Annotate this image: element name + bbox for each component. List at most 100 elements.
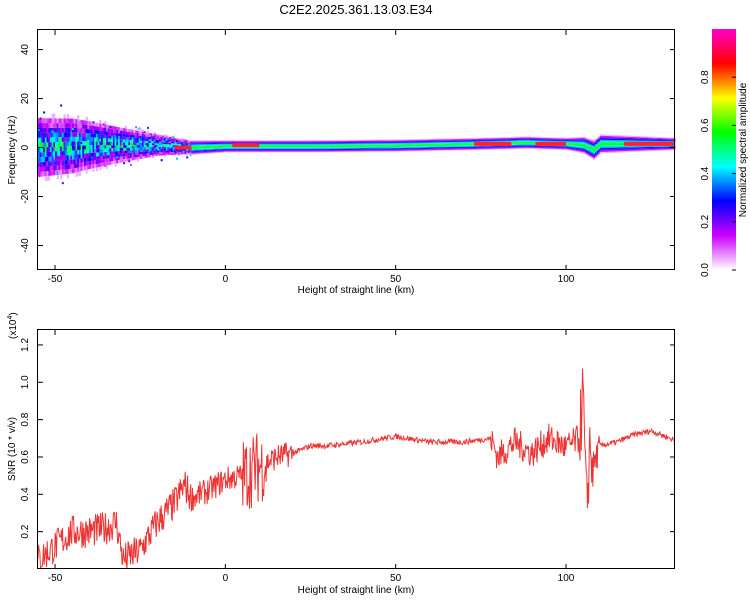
heatmap-cell (118, 127, 121, 131)
heatmap-cell (579, 151, 582, 153)
heatmap-cell (276, 149, 279, 151)
heatmap-cell (295, 143, 298, 145)
heatmap-cell (358, 148, 361, 150)
heatmap-cell (65, 169, 68, 174)
heatmap-cell (242, 150, 245, 152)
heatmap-cell (281, 140, 284, 142)
heatmap-cell (104, 134, 107, 139)
heatmap-cell (162, 143, 165, 146)
heatmap-cell (227, 141, 230, 142)
heatmap-cell (349, 144, 352, 146)
heatmap-cell (450, 140, 453, 141)
heatmap-cell (651, 139, 654, 141)
heatmap-cell (252, 148, 255, 150)
heatmap-cell (521, 147, 524, 149)
heatmap-cell (378, 143, 381, 144)
heatmap-cell (172, 143, 175, 145)
heatmap-cell (210, 145, 213, 147)
heatmap-cell (453, 140, 456, 142)
heatmap-cell (368, 144, 371, 146)
heatmap-cell (232, 151, 235, 153)
heatmap-cell (238, 148, 242, 149)
heatmap-cell (513, 144, 516, 146)
heatmap-cell (603, 141, 606, 143)
heatmap-cell (393, 149, 397, 151)
heatmap-cell (474, 148, 477, 150)
heatmap-cell (319, 144, 322, 146)
heatmap-cell (227, 148, 230, 149)
heatmap-cell (533, 147, 536, 149)
heatmap-cell (334, 144, 337, 146)
heatmap-cell (140, 142, 143, 146)
heatmap-cell (102, 124, 105, 128)
heatmap-cell (107, 145, 110, 149)
heatmap-cell (201, 147, 204, 149)
heatmap-cell (654, 140, 657, 142)
heatmap-cell (382, 143, 385, 144)
heatmap-cell (395, 150, 398, 152)
heatmap-cell (588, 143, 591, 145)
heatmap-cell (148, 149, 151, 152)
heatmap-cell (102, 148, 105, 153)
heatmap-cell (101, 137, 104, 142)
heatmap-cell (278, 140, 281, 142)
heatmap-cell (327, 149, 330, 151)
heatmap-cell (221, 141, 225, 142)
heatmap-cell (456, 147, 460, 149)
heatmap-cell (189, 152, 192, 154)
heatmap-cell (620, 151, 623, 153)
heatmap-cell (393, 150, 397, 152)
heatmap-cell (228, 151, 231, 153)
heatmap-cell (56, 146, 59, 152)
heatmap-cell (646, 148, 649, 150)
heatmap-cell (583, 149, 586, 152)
heatmap-cell (259, 143, 262, 145)
heatmap-cell (533, 146, 536, 148)
heatmap-cell (610, 147, 613, 150)
heatmap-cell (336, 142, 339, 144)
heatmap-cell (87, 121, 90, 126)
heatmap-cell (75, 119, 78, 124)
heatmap-cell (579, 150, 582, 152)
heatmap-cell (492, 140, 495, 141)
heatmap-cell (55, 160, 58, 166)
heatmap-cell (172, 140, 175, 142)
heatmap-cell (284, 143, 288, 145)
heatmap-cell (433, 138, 436, 140)
heatmap-cell (256, 149, 259, 151)
heatmap-cell (53, 113, 56, 119)
heatmap-cell (588, 139, 591, 142)
heatmap-cell (521, 140, 524, 142)
heatmap-cell (140, 138, 143, 141)
heatmap-cell (474, 137, 477, 139)
heatmap-cell (315, 141, 318, 143)
heatmap-cell (363, 143, 366, 145)
heatmap-cell (545, 138, 548, 140)
heatmap-cell (407, 148, 410, 150)
heatmap-cell (491, 138, 494, 140)
heatmap-cell (499, 139, 502, 141)
heatmap-cell (538, 139, 541, 141)
heatmap-cell (354, 151, 357, 153)
heatmap-cell (211, 146, 214, 148)
heatmap-cell (194, 142, 197, 144)
heatmap-cell (312, 146, 315, 148)
heatmap-cell (109, 132, 112, 136)
heatmap-cell (400, 145, 403, 147)
heatmap-cell (208, 141, 211, 143)
heatmap-cell (375, 140, 378, 142)
heatmap-cell (128, 155, 131, 159)
heatmap-cell (53, 161, 56, 166)
heatmap-cell (642, 140, 645, 142)
heatmap-cell (564, 147, 567, 149)
heatmap-cell (400, 140, 403, 142)
heatmap-cell (141, 129, 144, 132)
heatmap-cell (312, 141, 315, 142)
heatmap-cell (41, 147, 44, 153)
heatmap-cell (172, 153, 175, 155)
heatmap-cell (147, 155, 150, 158)
heatmap-cell (296, 140, 299, 142)
heatmap-cell (329, 147, 332, 149)
heatmap-cell (385, 143, 388, 144)
heatmap-cell (508, 148, 511, 150)
